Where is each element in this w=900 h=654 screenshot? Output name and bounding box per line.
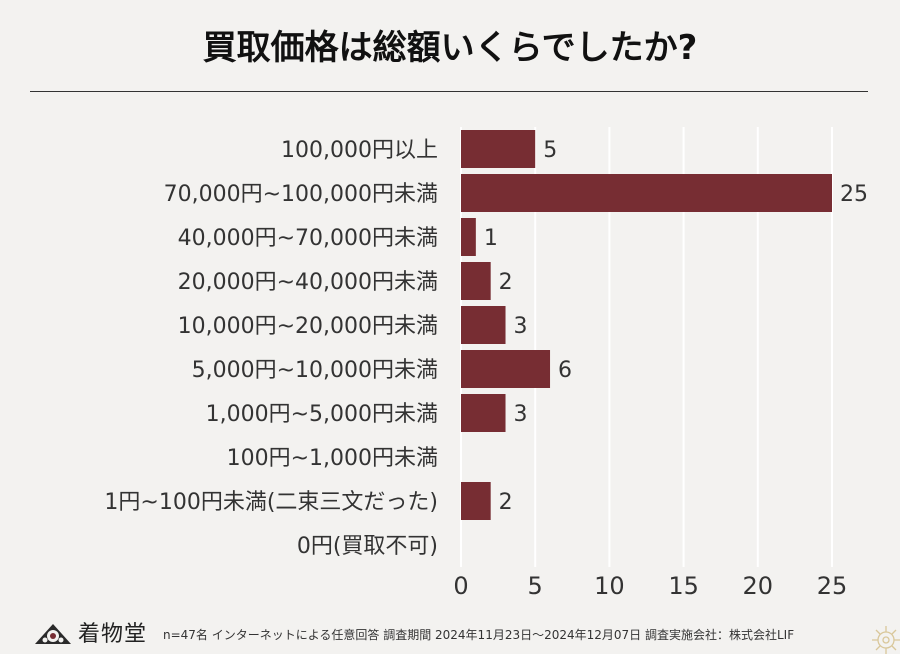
bar <box>461 306 506 344</box>
data-label: 3 <box>514 314 528 339</box>
x-axis-ticks: 0 5 10 15 20 25 <box>453 572 847 600</box>
title-divider <box>30 91 868 92</box>
category-label: 5,000円~10,000円未満 <box>192 358 438 383</box>
category-label: 0円(買取不可) <box>297 534 438 559</box>
x-tick-label: 5 <box>528 572 543 600</box>
data-label: 2 <box>499 490 513 515</box>
x-tick-label: 10 <box>594 572 625 600</box>
logo-text: 着物堂 <box>78 622 148 647</box>
category-label: 10,000円~20,000円未満 <box>178 314 438 339</box>
x-tick-label: 25 <box>817 572 848 600</box>
fan-logo-icon <box>35 624 71 644</box>
category-labels: 100,000円以上 70,000円~100,000円未満 40,000円~70,0… <box>104 138 438 559</box>
data-label: 6 <box>558 358 572 383</box>
chart-title: 買取価格は総額いくらでしたか? <box>202 28 698 68</box>
x-tick-label: 0 <box>453 572 468 600</box>
data-label: 2 <box>499 270 513 295</box>
category-label: 100円~1,000円未満 <box>227 446 438 471</box>
bar <box>461 218 476 256</box>
bar <box>461 350 551 388</box>
survey-footnote: n=47名 インターネットによる任意回答 調査期間 2024年11月23日〜20… <box>163 628 795 642</box>
data-label: 5 <box>543 138 557 163</box>
bar <box>461 174 832 212</box>
bar <box>461 482 491 520</box>
category-label: 40,000円~70,000円未満 <box>178 226 438 251</box>
data-label: 3 <box>514 402 528 427</box>
category-label: 20,000円~40,000円未満 <box>178 270 438 295</box>
bar <box>461 130 536 168</box>
data-label: 25 <box>840 182 868 207</box>
corner-flower-icon <box>872 626 900 654</box>
data-label: 1 <box>484 226 498 251</box>
x-tick-label: 15 <box>668 572 699 600</box>
category-label: 1円~100円未満(二束三文だった) <box>104 490 438 515</box>
footer: 着物堂 n=47名 インターネットによる任意回答 調査期間 2024年11月23… <box>0 612 900 654</box>
bar-chart: 100,000円以上 70,000円~100,000円未満 40,000円~70,0… <box>104 127 868 600</box>
x-tick-label: 20 <box>743 572 774 600</box>
category-label: 1,000円~5,000円未満 <box>206 402 438 427</box>
bar <box>461 262 491 300</box>
category-label: 100,000円以上 <box>281 138 438 163</box>
bar <box>461 394 506 432</box>
category-label: 70,000円~100,000円未満 <box>164 182 438 207</box>
bars <box>461 130 832 520</box>
